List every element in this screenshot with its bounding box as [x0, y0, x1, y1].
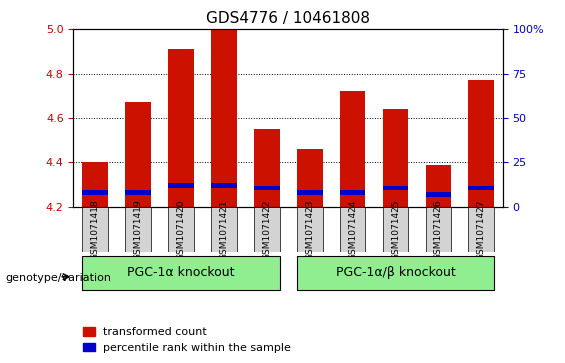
- Bar: [211, 29, 237, 207]
- Text: GSM1071424: GSM1071424: [348, 199, 357, 260]
- Text: genotype/variation: genotype/variation: [6, 273, 112, 283]
- FancyBboxPatch shape: [468, 207, 494, 252]
- Bar: [297, 149, 323, 207]
- Bar: [340, 91, 366, 207]
- Bar: [125, 190, 151, 195]
- Text: GSM1071425: GSM1071425: [391, 199, 400, 260]
- Bar: [168, 49, 194, 207]
- Text: GSM1071420: GSM1071420: [176, 199, 185, 260]
- FancyBboxPatch shape: [125, 207, 151, 252]
- FancyBboxPatch shape: [297, 207, 323, 252]
- Text: GSM1071422: GSM1071422: [262, 199, 271, 260]
- Bar: [82, 190, 108, 195]
- Text: GSM1071426: GSM1071426: [434, 199, 443, 260]
- Title: GDS4776 / 10461808: GDS4776 / 10461808: [206, 12, 370, 26]
- Bar: [383, 109, 408, 207]
- Text: GSM1071421: GSM1071421: [219, 199, 228, 260]
- FancyBboxPatch shape: [168, 207, 194, 252]
- FancyBboxPatch shape: [383, 207, 408, 252]
- FancyBboxPatch shape: [297, 256, 494, 290]
- Text: PGC-1α/β knockout: PGC-1α/β knockout: [336, 266, 455, 279]
- Bar: [254, 185, 280, 191]
- Bar: [211, 183, 237, 188]
- Bar: [340, 190, 366, 195]
- Text: GSM1071419: GSM1071419: [133, 199, 142, 260]
- Bar: [254, 129, 280, 207]
- Bar: [468, 80, 494, 207]
- FancyBboxPatch shape: [254, 207, 280, 252]
- Bar: [425, 192, 451, 197]
- Bar: [383, 185, 408, 191]
- Legend: transformed count, percentile rank within the sample: transformed count, percentile rank withi…: [79, 323, 295, 358]
- Text: GSM1071423: GSM1071423: [305, 199, 314, 260]
- Bar: [425, 165, 451, 207]
- Bar: [168, 183, 194, 188]
- FancyBboxPatch shape: [82, 256, 280, 290]
- Text: PGC-1α knockout: PGC-1α knockout: [127, 266, 234, 279]
- Bar: [297, 190, 323, 195]
- Text: GSM1071418: GSM1071418: [90, 199, 99, 260]
- Text: GSM1071427: GSM1071427: [477, 199, 486, 260]
- FancyBboxPatch shape: [82, 207, 108, 252]
- FancyBboxPatch shape: [340, 207, 366, 252]
- FancyBboxPatch shape: [425, 207, 451, 252]
- Bar: [82, 162, 108, 207]
- FancyBboxPatch shape: [211, 207, 237, 252]
- Bar: [468, 185, 494, 191]
- Bar: [125, 102, 151, 207]
